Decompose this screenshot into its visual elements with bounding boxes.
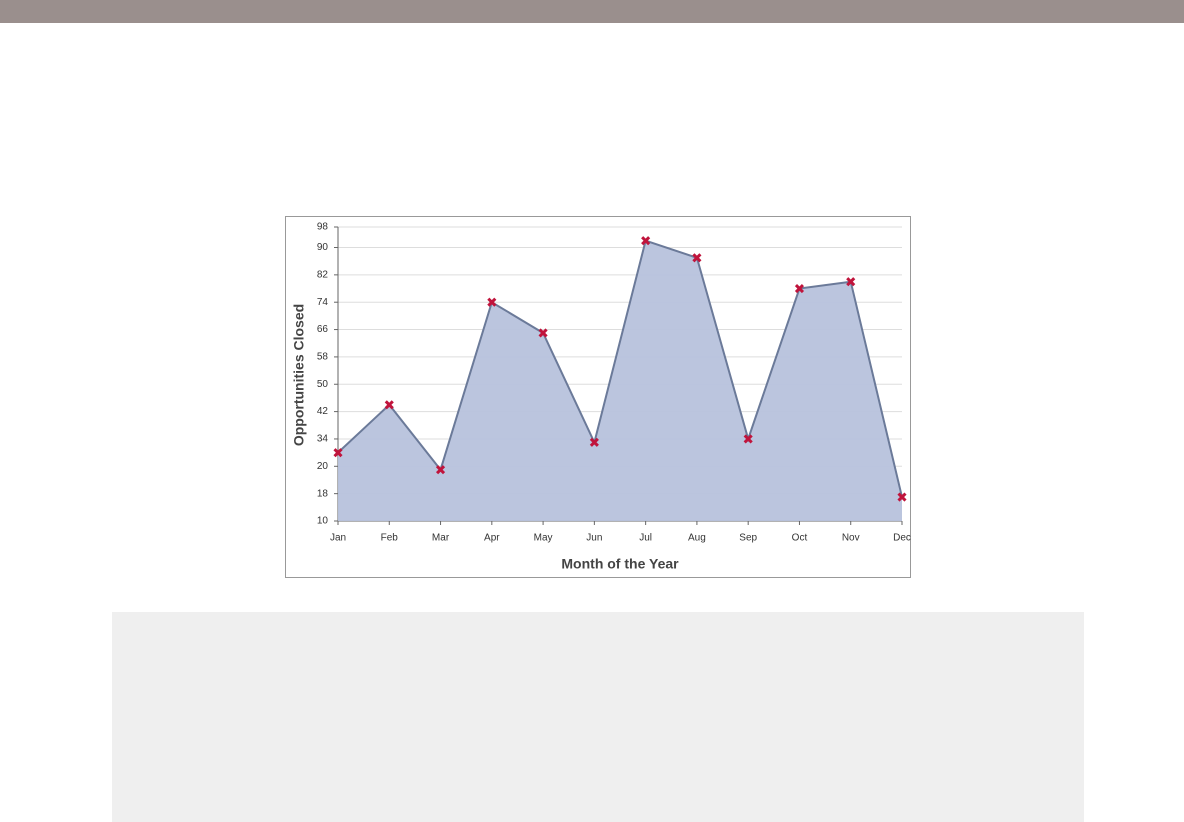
y-tick-label: 58 xyxy=(317,352,329,363)
gray-panel xyxy=(112,612,1084,822)
area xyxy=(338,240,902,521)
marker xyxy=(846,277,856,287)
marker xyxy=(897,492,907,502)
x-tick-label: Jun xyxy=(586,533,602,544)
marker xyxy=(435,465,446,475)
x-tick-label: Jan xyxy=(330,533,346,544)
x-tick-label: Feb xyxy=(381,533,399,544)
y-tick-label: 66 xyxy=(317,324,329,335)
y-tick-label: 50 xyxy=(317,379,329,390)
y-tick-label: 20 xyxy=(317,461,329,472)
marker xyxy=(743,434,753,444)
x-tick-label: Mar xyxy=(432,533,450,544)
x-tick-label: Jul xyxy=(639,533,652,544)
top-bar xyxy=(0,0,1184,23)
marker xyxy=(794,283,805,294)
x-tick-label: Apr xyxy=(484,533,500,544)
x-tick-label: Oct xyxy=(792,533,808,544)
chart: Month of the Year Opportunities Closed 1… xyxy=(285,216,911,578)
marker xyxy=(641,236,651,246)
y-tick-label: 74 xyxy=(317,297,329,308)
x-axis-title: Month of the Year xyxy=(561,556,679,572)
y-tick-label: 10 xyxy=(317,516,329,527)
y-tick-label: 34 xyxy=(317,434,329,445)
x-tick-label: Dec xyxy=(893,533,911,544)
area-line xyxy=(337,239,903,498)
y-tick-label: 98 xyxy=(317,222,329,233)
y-tick-label: 82 xyxy=(317,270,329,281)
y-tick-label: 42 xyxy=(317,406,329,417)
y-axis-title: Opportunities Closed xyxy=(291,304,307,446)
y-tick-label: 90 xyxy=(317,242,329,253)
y-tick-label: 18 xyxy=(317,488,329,499)
marker xyxy=(487,297,497,307)
marker xyxy=(692,253,702,263)
marker xyxy=(589,437,599,447)
x-tick-label: May xyxy=(534,533,553,544)
x-tick-label: Sep xyxy=(739,533,757,544)
x-tick-label: Nov xyxy=(842,533,860,544)
marker xyxy=(384,400,394,410)
marker xyxy=(333,448,343,458)
marker xyxy=(538,328,548,338)
x-tick-label: Aug xyxy=(688,533,706,544)
